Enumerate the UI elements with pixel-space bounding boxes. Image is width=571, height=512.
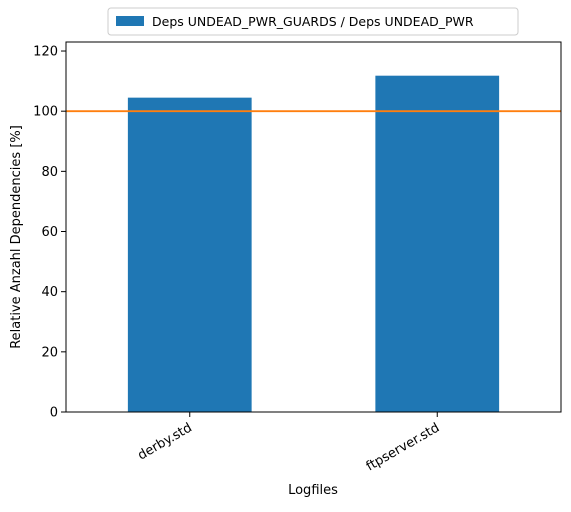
x-axis-label: Logfiles bbox=[288, 483, 338, 498]
bar-derby-std bbox=[127, 97, 252, 413]
x-tick-label: derby.std bbox=[135, 420, 194, 463]
legend-frame bbox=[107, 7, 519, 36]
y-tick-label: 0 bbox=[50, 406, 58, 421]
y-tick-label: 80 bbox=[41, 165, 58, 180]
x-tick-label: ftpserver.std bbox=[364, 420, 442, 474]
plot-frame bbox=[65, 41, 562, 413]
x-axis-ticks: derby.std ftpserver.std bbox=[135, 412, 442, 474]
bar-ftpserver-std bbox=[375, 75, 500, 413]
y-tick-label: 60 bbox=[41, 225, 58, 240]
y-tick-label: 100 bbox=[33, 105, 58, 120]
bars bbox=[127, 75, 500, 413]
y-tick-label: 40 bbox=[41, 285, 58, 300]
legend-swatch bbox=[116, 16, 144, 26]
legend: Deps UNDEAD_PWR_GUARDS / Deps UNDEAD_PWR bbox=[107, 7, 519, 36]
axes bbox=[65, 41, 562, 413]
legend-label: Deps UNDEAD_PWR_GUARDS / Deps UNDEAD_PWR bbox=[152, 14, 474, 29]
y-tick-label: 120 bbox=[33, 45, 58, 60]
y-tick-label: 20 bbox=[41, 345, 58, 360]
y-axis-label: Relative Anzahl Dependencies [%] bbox=[9, 125, 24, 349]
y-axis-ticks: 0 20 40 60 80 100 120 bbox=[33, 45, 66, 421]
